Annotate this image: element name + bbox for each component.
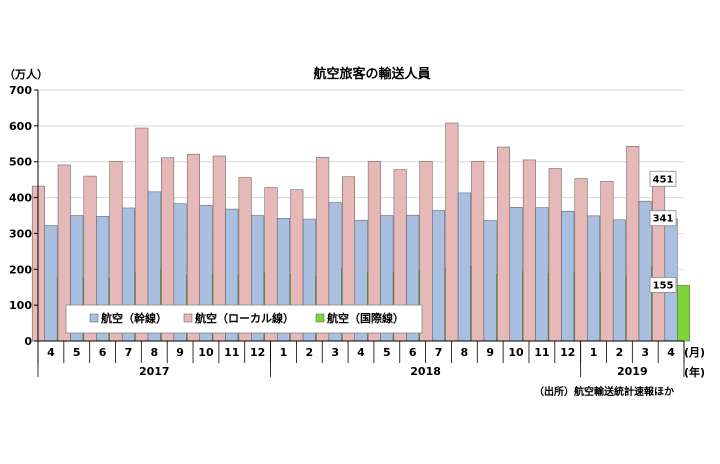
- x-tick-label: 12: [250, 346, 265, 359]
- bar-trunk: [44, 225, 58, 342]
- x-tick-label: 1: [590, 346, 598, 359]
- x-tick-label: 6: [99, 346, 107, 359]
- bar-trunk: [432, 210, 446, 342]
- x-unit-year: (年): [684, 365, 705, 379]
- bar-local: [522, 159, 536, 342]
- x-tick-label: 3: [331, 346, 339, 359]
- bar-international: [677, 285, 691, 342]
- legend-swatch: [183, 313, 193, 323]
- y-tick-label: 200: [9, 263, 32, 276]
- year-label: 2017: [139, 365, 170, 378]
- bar-local: [626, 146, 640, 342]
- y-tick-label: 500: [9, 156, 32, 169]
- x-tick-label: 2: [616, 346, 624, 359]
- bar-trunk: [535, 207, 549, 342]
- x-tick-labels: 4 5 6 7 8 9 10 11 12 1 2 3 4 5 6 7 8 9 10 11 12 1 2 3 4: [47, 346, 675, 359]
- x-tick-label: 8: [150, 346, 158, 359]
- bar-local: [548, 168, 562, 342]
- chart-title: 航空旅客の輸送人員: [313, 66, 430, 82]
- annotation-box: [649, 210, 677, 227]
- y-tick-labels: 0 100 200 300 400 500 600 700: [9, 84, 32, 348]
- y-tick-label: 400: [9, 192, 32, 205]
- x-tick-label: 10: [508, 346, 524, 359]
- x-tick-label: 4: [47, 346, 55, 359]
- bar-trunk: [561, 210, 575, 342]
- annotation-box: [649, 170, 677, 187]
- x-tick-label: 3: [641, 346, 649, 359]
- x-tick-label: 7: [435, 346, 443, 359]
- x-tick-label: 1: [280, 346, 288, 359]
- annotation-label: 451: [653, 174, 674, 185]
- x-tick-label: 8: [461, 346, 469, 359]
- x-unit-month: (月): [684, 346, 705, 359]
- y-tick-label: 600: [9, 120, 32, 133]
- legend-swatch: [315, 313, 325, 323]
- bar-trunk: [587, 215, 601, 342]
- annotation-label: 155: [653, 280, 674, 291]
- x-tick-label: 6: [409, 346, 417, 359]
- bar-local: [652, 179, 666, 342]
- legend: 航空（幹線） 航空（ローカル線） 航空（国際線）: [65, 304, 423, 334]
- legend-label: 航空（ローカル線）: [195, 311, 294, 325]
- x-tick-label: 9: [176, 346, 184, 359]
- bar-local: [497, 146, 511, 342]
- y-axis-label: （万人）: [4, 67, 48, 81]
- x-tick-label: 7: [125, 346, 133, 359]
- x-tick-label: 5: [73, 346, 81, 359]
- x-tick-label: 9: [486, 346, 494, 359]
- annotation-box: [649, 277, 677, 293]
- year-label: 2019: [617, 365, 648, 378]
- x-tick-label: 10: [198, 346, 214, 359]
- bar-trunk: [612, 219, 626, 342]
- y-tick-label: 700: [9, 84, 32, 97]
- x-tick-label: 4: [667, 346, 675, 359]
- bar-trunk: [457, 192, 471, 342]
- x-tick-label: 12: [560, 346, 575, 359]
- source-note: （出所）航空輸送統計速報ほか: [534, 385, 674, 398]
- year-label: 2018: [410, 365, 441, 378]
- legend-swatch: [89, 313, 99, 323]
- x-tick-label: 11: [224, 346, 239, 359]
- x-tick-label: 2: [305, 346, 313, 359]
- x-tick-label: 11: [534, 346, 549, 359]
- y-tick-label: 100: [9, 299, 32, 312]
- legend-label: 航空（国際線）: [327, 311, 404, 325]
- bar-local: [471, 161, 485, 342]
- y-tick-label: 0: [24, 335, 32, 348]
- year-labels: 2017 2018 2019: [139, 365, 648, 378]
- annotations: 451 341 155: [649, 170, 677, 293]
- legend-box: [65, 304, 423, 334]
- bar-local: [445, 122, 459, 342]
- annotation-label: 341: [653, 214, 674, 225]
- y-tick-label: 300: [9, 227, 32, 240]
- x-tick-label: 5: [383, 346, 391, 359]
- bar-trunk: [483, 220, 497, 342]
- bar-local: [600, 181, 614, 342]
- legend-label: 航空（幹線）: [101, 311, 167, 325]
- bar-trunk: [509, 207, 523, 342]
- bar-local: [574, 178, 588, 342]
- x-tick-label: 4: [357, 346, 365, 359]
- axes: [34, 89, 685, 377]
